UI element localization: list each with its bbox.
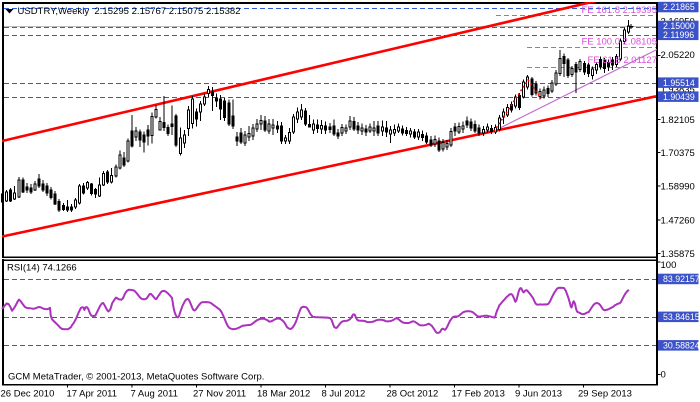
svg-text:53.84615: 53.84615	[663, 312, 700, 322]
svg-text:8 Jul 2012: 8 Jul 2012	[322, 389, 366, 400]
svg-text:26 Dec 2010: 26 Dec 2010	[1, 389, 55, 400]
svg-text:28 Oct 2012: 28 Oct 2012	[387, 389, 439, 400]
svg-text:FE 161.8 2.19395: FE 161.8 2.19395	[581, 5, 657, 16]
svg-text:2.15000: 2.15000	[663, 21, 695, 31]
svg-text:1.82105: 1.82105	[661, 115, 695, 126]
svg-text:FE 100.0 2.08105: FE 100.0 2.08105	[581, 37, 657, 48]
svg-text:2.11996: 2.11996	[663, 30, 694, 40]
svg-text:18 Mar 2012: 18 Mar 2012	[257, 389, 310, 400]
svg-text:7 Aug 2011: 7 Aug 2011	[131, 389, 178, 400]
svg-text:1.93835: 1.93835	[661, 85, 695, 96]
svg-text:1.90439: 1.90439	[663, 92, 695, 102]
svg-text:1.47260: 1.47260	[661, 216, 695, 227]
svg-text:30.58824: 30.58824	[663, 341, 700, 351]
svg-text:100: 100	[661, 260, 677, 271]
svg-text:1.70375: 1.70375	[661, 148, 695, 159]
svg-text:2.21865: 2.21865	[663, 2, 695, 12]
svg-text:9 Jun 2013: 9 Jun 2013	[515, 389, 562, 400]
svg-text:27 Nov 2011: 27 Nov 2011	[193, 389, 246, 400]
svg-text:FE 61.8 2.01127: FE 61.8 2.01127	[587, 55, 657, 66]
svg-text:17 Feb 2013: 17 Feb 2013	[452, 389, 505, 400]
svg-text:2.05220: 2.05220	[661, 50, 695, 61]
svg-text:0: 0	[661, 370, 666, 381]
svg-text:17 Apr 2011: 17 Apr 2011	[67, 389, 118, 400]
svg-text:1.58990: 1.58990	[661, 182, 695, 193]
svg-text:83.92157: 83.92157	[663, 274, 700, 284]
svg-text:GCM MetaTrader, © 2001-2013, M: GCM MetaTrader, © 2001-2013, MetaQuotes …	[8, 372, 264, 383]
svg-text:1.35875: 1.35875	[661, 249, 695, 260]
svg-text:1.95514: 1.95514	[663, 78, 695, 88]
svg-text:USDTRY,Weekly 2.15295 2.15767: USDTRY,Weekly 2.15295 2.15767 2.15075 2.…	[18, 6, 241, 17]
svg-text:RSI(14) 74.1266: RSI(14) 74.1266	[7, 263, 77, 274]
svg-text:29 Sep 2013: 29 Sep 2013	[578, 389, 632, 400]
